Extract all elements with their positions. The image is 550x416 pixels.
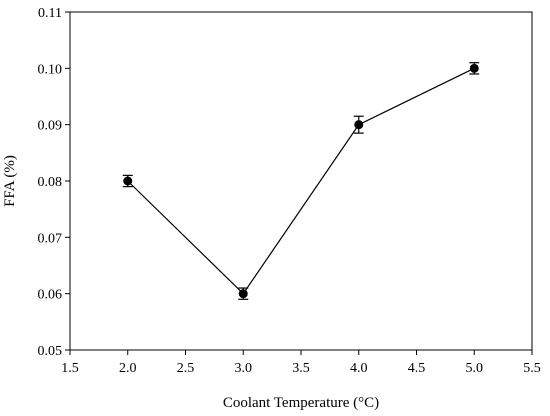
y-tick-label: 0.06 [38, 288, 63, 303]
y-axis-title: FFA (%) [2, 155, 18, 207]
data-point [123, 176, 133, 186]
x-tick-label: 1.5 [61, 361, 79, 376]
x-tick-label: 5.0 [466, 361, 484, 376]
plot-frame [69, 11, 533, 351]
x-tick-label: 3.5 [292, 361, 310, 376]
y-axis-ticks: 0.05 0.06 0.07 0.08 0.09 0.10 0.11 [38, 6, 70, 359]
x-tick-label: 4.0 [350, 361, 368, 376]
data-point [238, 289, 248, 299]
y-tick-label: 0.10 [38, 62, 63, 77]
x-axis-title: Coolant Temperature (°C) [223, 395, 379, 411]
y-tick-label: 0.11 [38, 6, 62, 21]
y-tick-label: 0.05 [38, 344, 63, 359]
series-layer [122, 62, 480, 300]
x-tick-label: 2.0 [119, 361, 137, 376]
x-tick-label: 3.0 [235, 361, 253, 376]
x-tick-label: 5.5 [523, 361, 541, 376]
series-line [127, 67, 475, 295]
x-tick-label: 2.5 [177, 361, 195, 376]
y-tick-label: 0.07 [38, 231, 63, 246]
y-tick-label: 0.08 [38, 175, 63, 190]
y-tick-label: 0.09 [38, 119, 63, 134]
x-tick-label: 4.5 [408, 361, 426, 376]
data-point [354, 120, 364, 130]
data-point [469, 63, 479, 73]
x-axis-ticks: 1.5 2.0 2.5 3.0 3.5 4.0 4.5 5.0 5.5 [61, 350, 541, 376]
